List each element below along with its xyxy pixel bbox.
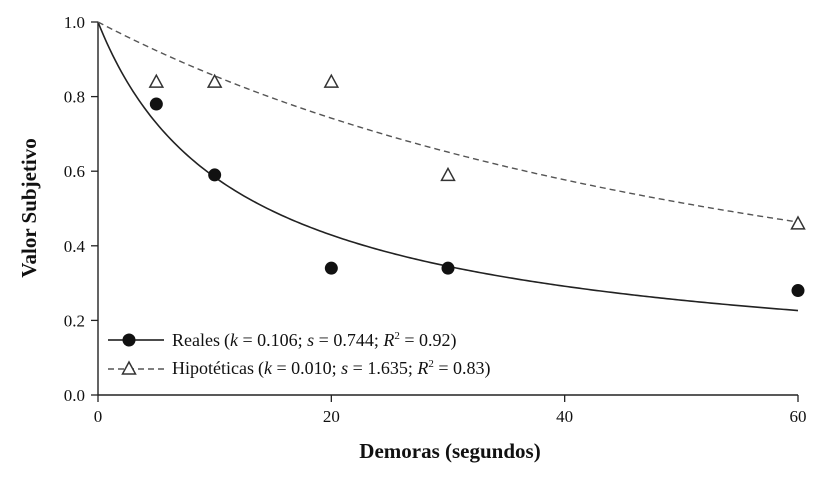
point-reales: [791, 284, 805, 298]
fit-line-1: [97, 21, 799, 223]
legend-s-symbol-hipoteticas: s: [341, 358, 348, 378]
legend-r2-reales: 0.92: [419, 330, 451, 350]
legend-k-hipoteticas: 0.010: [291, 358, 332, 378]
point-reales: [208, 168, 222, 182]
y-tick-label: 0.8: [64, 88, 85, 107]
legend-s-reales: 0.744: [333, 330, 374, 350]
legend-r-symbol-hipoteticas: R: [416, 358, 428, 378]
y-tick-label: 0.4: [64, 237, 86, 256]
point-hipoteticas: [148, 73, 165, 88]
legend-k-reales: 0.106: [257, 330, 298, 350]
legend-label-hipoteticas: Hipotéticas (k = 0.010; s = 1.635; R2 = 0…: [172, 358, 491, 379]
point-hipoteticas: [206, 73, 223, 88]
legend-k-symbol-reales: k: [230, 330, 239, 350]
point-reales: [149, 97, 163, 111]
point-hipoteticas: [323, 73, 340, 88]
point-reales: [324, 261, 338, 275]
x-tick-label: 60: [790, 407, 807, 426]
legend-k-symbol-hipoteticas: k: [264, 358, 273, 378]
y-tick-label: 0.0: [64, 386, 85, 405]
x-tick-label: 20: [323, 407, 340, 426]
legend-s-hipoteticas: 1.635: [367, 358, 408, 378]
legend-marker-hipoteticas: [121, 360, 137, 375]
data-points: [148, 73, 806, 298]
x-axis-title: Demoras (segundos): [359, 439, 540, 463]
legend-r-symbol-reales: R: [382, 330, 394, 350]
legend-label-reales: Reales (k = 0.106; s = 0.744; R2 = 0.92): [172, 330, 457, 351]
legend-s-symbol-reales: s: [307, 330, 314, 350]
legend: Reales (k = 0.106; s = 0.744; R2 = 0.92) …: [108, 330, 491, 379]
y-tick-label: 1.0: [64, 13, 85, 32]
point-reales: [441, 261, 455, 275]
y-tick-label: 0.6: [64, 162, 85, 181]
legend-name-reales: Reales: [172, 330, 220, 350]
tick-labels: 0.0 0.2 0.4 0.6 0.8 1.0 0 20 40 60: [64, 13, 807, 426]
legend-r2-hipoteticas: 0.83: [453, 358, 485, 378]
x-tick-label: 40: [556, 407, 573, 426]
legend-name-hipoteticas: Hipotéticas: [172, 358, 254, 378]
y-tick-label: 0.2: [64, 311, 85, 330]
y-axis-title: Valor Subjetivo: [17, 138, 41, 277]
x-tick-label: 0: [94, 407, 103, 426]
point-hipoteticas: [440, 166, 456, 182]
legend-marker-reales: [122, 333, 136, 347]
point-hipoteticas: [790, 215, 806, 230]
axes: [91, 21, 799, 402]
